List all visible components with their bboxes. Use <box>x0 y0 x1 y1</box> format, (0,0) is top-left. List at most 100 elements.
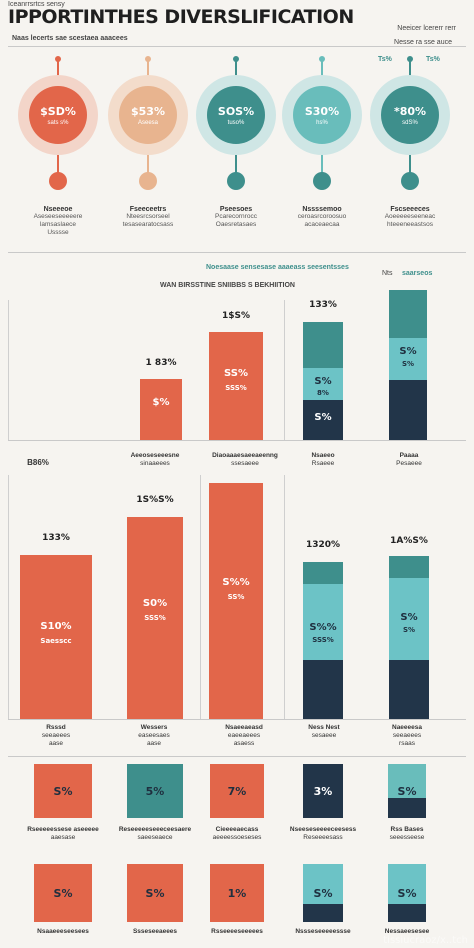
category-label-title: Rsssd <box>46 724 66 731</box>
panel2-divider <box>200 475 201 720</box>
circle-label-desc: lamsaslaece <box>39 221 77 228</box>
circle-sub: Aseesa <box>137 119 158 126</box>
bar-inner-label: S% <box>314 376 332 387</box>
circle-drop <box>49 172 67 190</box>
bar-inner-label: S0% <box>142 597 168 609</box>
tile-label: Reseeeeeseeeceesaere saeeseaece <box>105 826 205 842</box>
header-right-pct-left: Ts% <box>378 56 392 63</box>
page-title: IPPORTINTHES DIVERSLIFICATION <box>8 6 354 28</box>
category-label-desc: Rsaeee <box>311 460 335 467</box>
circle-label-desc: Pcarecornrocc <box>215 213 257 220</box>
category-label: Paaaa Pesaeee <box>374 452 444 468</box>
stat-tile-segment <box>303 904 343 922</box>
percent-circle-inner: SOS% tuso% <box>207 86 265 144</box>
section-divider <box>8 252 466 253</box>
category-label: B86% <box>8 459 68 467</box>
percent-circle-inner: *80% sdS% <box>381 86 439 144</box>
bar-segment-mid <box>389 578 429 660</box>
tile-label-title: Rsseeeeseeeees <box>211 928 263 935</box>
tile-label: Nsaaeeeseesees <box>12 928 114 936</box>
tile-label: Rsseeeeseeeees <box>188 928 286 936</box>
percent-circle: $53% Aseesa <box>108 75 188 155</box>
category-label-desc: easeesaes <box>138 732 170 739</box>
category-label-desc: rsaas <box>399 740 415 747</box>
category-label: Wessers easeesaes aase <box>116 724 192 748</box>
stat-tile: S% <box>34 864 92 922</box>
bar-top-label: 1320% <box>305 540 341 550</box>
circle-label-desc: Usssse <box>47 229 69 236</box>
stat-tile-value: S% <box>53 784 73 798</box>
circle-label-desc: hteeeneeastsos <box>387 221 433 228</box>
circle-label-desc: ceroasrcoroosuo <box>297 213 347 220</box>
bar-top-label: 133% <box>309 300 337 310</box>
category-label-title: Aeeoseseeesne <box>130 452 180 459</box>
percent-circle: SOS% tuso% <box>196 75 276 155</box>
circle-label-desc: acaceaecaa <box>304 221 340 228</box>
circle-label-title: Pseesoes <box>219 206 253 213</box>
circle-label-title: Fseeceetrs <box>129 206 167 213</box>
category-label: Diaoaaaesaeeaeenng ssesaeee <box>190 452 300 468</box>
bar-inner-label: SS% <box>227 593 245 602</box>
bar-segment-mid <box>303 368 343 400</box>
tile-label-title: Cieeeeaecass <box>215 826 259 833</box>
circle-pct: *80% <box>393 104 427 118</box>
category-label-desc: aase <box>146 740 162 747</box>
circle-drop <box>401 172 419 190</box>
tile-label-title: Nssseseeeeessse <box>295 928 351 935</box>
bar <box>127 517 183 719</box>
stat-tile-segment <box>388 904 426 922</box>
bar-inner-label: Saesscc <box>40 636 72 645</box>
bar-top-label: 1S%S% <box>136 495 174 505</box>
circle-drop <box>139 172 157 190</box>
category-label-desc: eaeeaeees <box>227 732 261 739</box>
panel2-divider-2 <box>284 475 285 720</box>
bar-inner-label: $% <box>152 397 170 408</box>
bar-segment-bottom <box>389 380 427 440</box>
category-label-desc: aase <box>48 740 64 747</box>
panel1-left-axis <box>8 300 9 440</box>
circle-label-desc: Nteesrcsorseel <box>126 213 170 220</box>
circle-drop <box>313 172 331 190</box>
tile-label-title: Nseeseseeeeceesess <box>289 826 357 833</box>
percent-circle: *80% sdS% <box>370 75 450 155</box>
category-label-title: Nsaeeo <box>311 452 335 459</box>
bar-inner-label: S% <box>399 346 417 357</box>
circle-label-desc: Oaesretasaes <box>215 221 257 228</box>
header-right-pct-right: Ts% <box>426 56 440 63</box>
header-right-line2: Nesse ra sse auce <box>394 39 452 46</box>
stat-tile-value: 1% <box>227 886 247 900</box>
circle-stem-top <box>409 60 411 76</box>
bar <box>209 332 263 440</box>
header-subtitle: Naas lecerts sae scestaea aaacees <box>12 35 128 42</box>
circle-sub: hs% <box>316 119 328 126</box>
circle-pct: SOS% <box>217 104 255 118</box>
bar-segment-bottom <box>303 400 343 440</box>
circle-stem-bottom <box>321 155 323 173</box>
tile-label: Nessaeesesee <box>366 928 448 936</box>
circle-cap <box>145 56 151 62</box>
tile-label: Nssseseeeeessse <box>281 928 365 936</box>
circle-cap <box>55 56 61 62</box>
circle-label-desc: Aseseeseeeeere <box>33 213 83 220</box>
circle-sub: sdS% <box>402 119 418 126</box>
stat-tile: 3% <box>303 764 343 818</box>
stat-tile-segment <box>388 798 426 818</box>
bar-segment-bottom <box>389 660 429 719</box>
tile-label: Cieeeeaecass aeeeessoeseses <box>188 826 286 842</box>
circle-label-desc: tesasearatocsass <box>122 221 174 228</box>
stat-tile: 5% <box>127 764 183 818</box>
category-label: Nsaeeo Rsaeee <box>288 452 358 468</box>
panel2-baseline <box>8 719 466 720</box>
circle-label: Fseeceetrs Nteesrcsorseel tesasearatocsass <box>106 206 190 229</box>
circle-pct: S30% <box>304 104 340 118</box>
category-label-title: Paaaa <box>399 452 419 459</box>
circle-label: Nseeeoe Aseseeseeeeere lamsaslaece Usssse <box>16 206 100 237</box>
category-label-desc: seeaeees <box>41 732 71 739</box>
category-label-title: Ness Nest <box>308 724 340 731</box>
bar-top-label: 1$S% <box>221 311 251 321</box>
tile-label-desc: Reseeeesass <box>303 834 343 841</box>
category-label: Aeeoseseeesne sinaaeees <box>110 452 200 468</box>
tiles-divider <box>8 756 466 757</box>
stat-tile: S% <box>34 764 92 818</box>
header-right-line1: Neeicer lcererr rerr <box>397 25 456 32</box>
